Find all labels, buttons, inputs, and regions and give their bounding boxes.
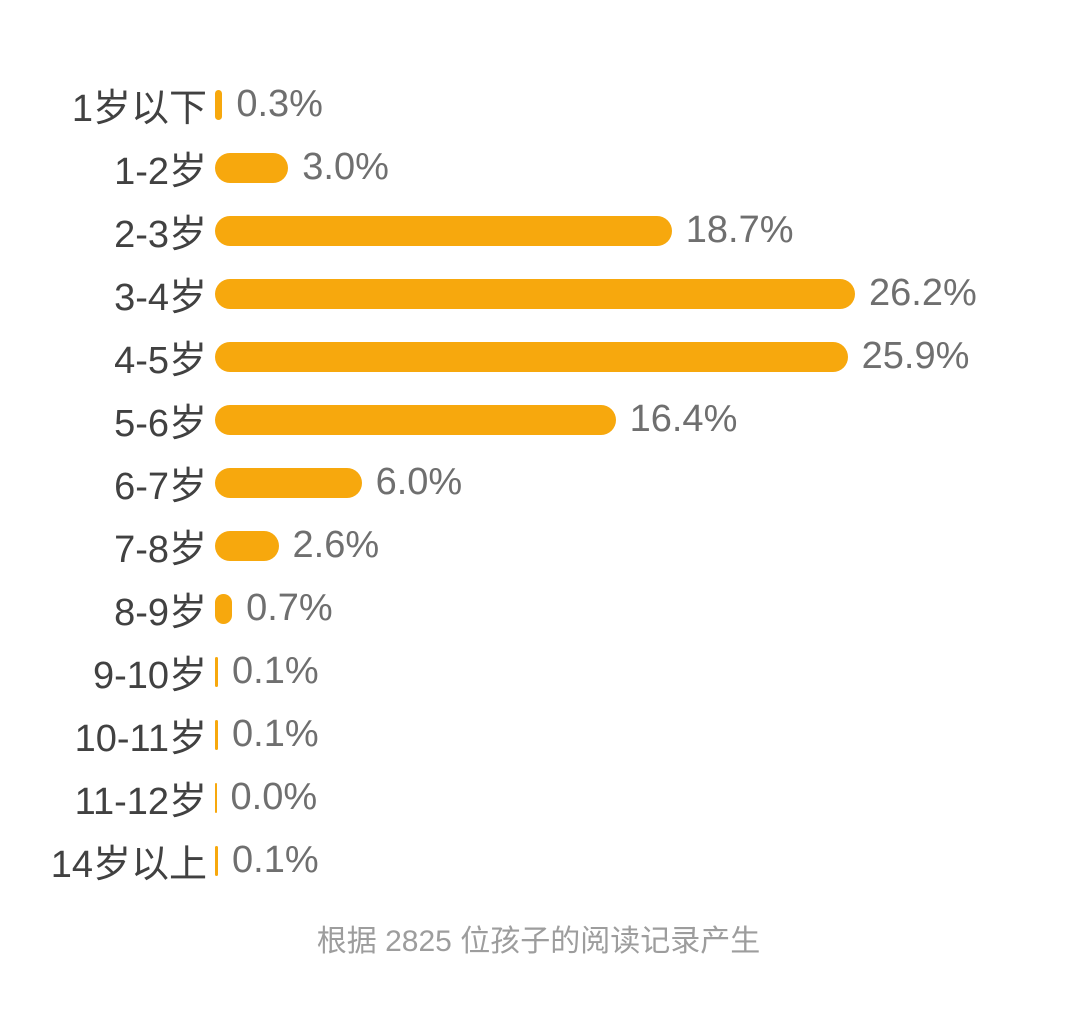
bar: [215, 719, 218, 750]
bar-area: 16.4%: [215, 398, 737, 441]
chart-row: 10-11岁 0.1%: [0, 703, 1077, 766]
bar-area: 0.7%: [215, 587, 333, 630]
category-label: 3-4岁: [114, 277, 207, 319]
bar-area: 25.9%: [215, 335, 969, 378]
bar: [215, 215, 672, 246]
chart-rows: 1岁以下 0.3% 1-2岁 3.0% 2-3岁 18.7% 3-4岁 26.2…: [0, 73, 1077, 892]
bar: [215, 845, 218, 876]
bar-area: 26.2%: [215, 272, 977, 315]
bar: [215, 404, 616, 435]
value-label: 0.1%: [232, 650, 319, 692]
category-label: 10-11岁: [74, 718, 207, 760]
value-label: 0.0%: [230, 776, 318, 818]
bar-area: 0.3%: [215, 83, 323, 126]
chart-row: 8-9岁 0.7%: [0, 577, 1077, 640]
chart-row: 7-8岁 2.6%: [0, 514, 1077, 577]
value-label: 6.0%: [375, 461, 463, 503]
category-label: 8-9岁: [114, 592, 207, 634]
chart-row: 3-4岁 26.2%: [0, 262, 1077, 325]
bar-area: 0.1%: [215, 650, 319, 693]
chart-row: 9-10岁 0.1%: [0, 640, 1077, 703]
value-label: 0.1%: [232, 713, 319, 755]
chart-row: 5-6岁 16.4%: [0, 388, 1077, 451]
value-label: 3.0%: [302, 146, 389, 188]
chart-row: 1岁以下 0.3%: [0, 73, 1077, 136]
bar-area: 0.1%: [215, 713, 319, 756]
bar-area: 18.7%: [215, 209, 794, 252]
category-label: 11-12岁: [74, 781, 207, 823]
category-label: 2-3岁: [114, 214, 207, 256]
bar: [215, 656, 218, 687]
bar-area: 3.0%: [215, 146, 389, 189]
chart-row: 1-2岁 3.0%: [0, 136, 1077, 199]
bar: [215, 593, 233, 624]
value-label: 26.2%: [869, 272, 977, 314]
category-label: 5-6岁: [114, 403, 207, 445]
bar: [215, 530, 279, 561]
value-label: 18.7%: [685, 209, 794, 251]
bar: [215, 152, 289, 183]
value-label: 16.4%: [629, 398, 738, 440]
category-label: 1-2岁: [114, 151, 207, 193]
bar: [215, 341, 848, 372]
bar-area: 6.0%: [215, 461, 462, 504]
chart-row: 14岁以上 0.1%: [0, 829, 1077, 892]
chart-row: 4-5岁 25.9%: [0, 325, 1077, 388]
value-label: 25.9%: [861, 335, 970, 377]
chart-row: 2-3岁 18.7%: [0, 199, 1077, 262]
chart-row: 6-7岁 6.0%: [0, 451, 1077, 514]
category-label: 1岁以下: [71, 88, 207, 130]
value-label: 0.1%: [232, 839, 319, 881]
bar: [215, 467, 362, 498]
value-label: 0.7%: [246, 587, 333, 629]
chart-caption: 根据 2825 位孩子的阅读记录产生: [316, 925, 761, 958]
bar-area: 0.1%: [215, 839, 319, 882]
category-label: 7-8岁: [114, 529, 207, 571]
category-label: 6-7岁: [114, 466, 207, 508]
bar: [215, 89, 223, 120]
category-label: 9-10岁: [92, 655, 207, 697]
category-label: 14岁以上: [50, 844, 207, 886]
chart-row: 11-12岁 0.0%: [0, 766, 1077, 829]
value-label: 2.6%: [292, 524, 380, 566]
bar-area: 0.0%: [215, 776, 317, 819]
bar-area: 2.6%: [215, 524, 379, 567]
category-label: 4-5岁: [114, 340, 207, 382]
bar: [215, 782, 217, 813]
value-label: 0.3%: [236, 83, 323, 125]
bar: [215, 278, 855, 309]
